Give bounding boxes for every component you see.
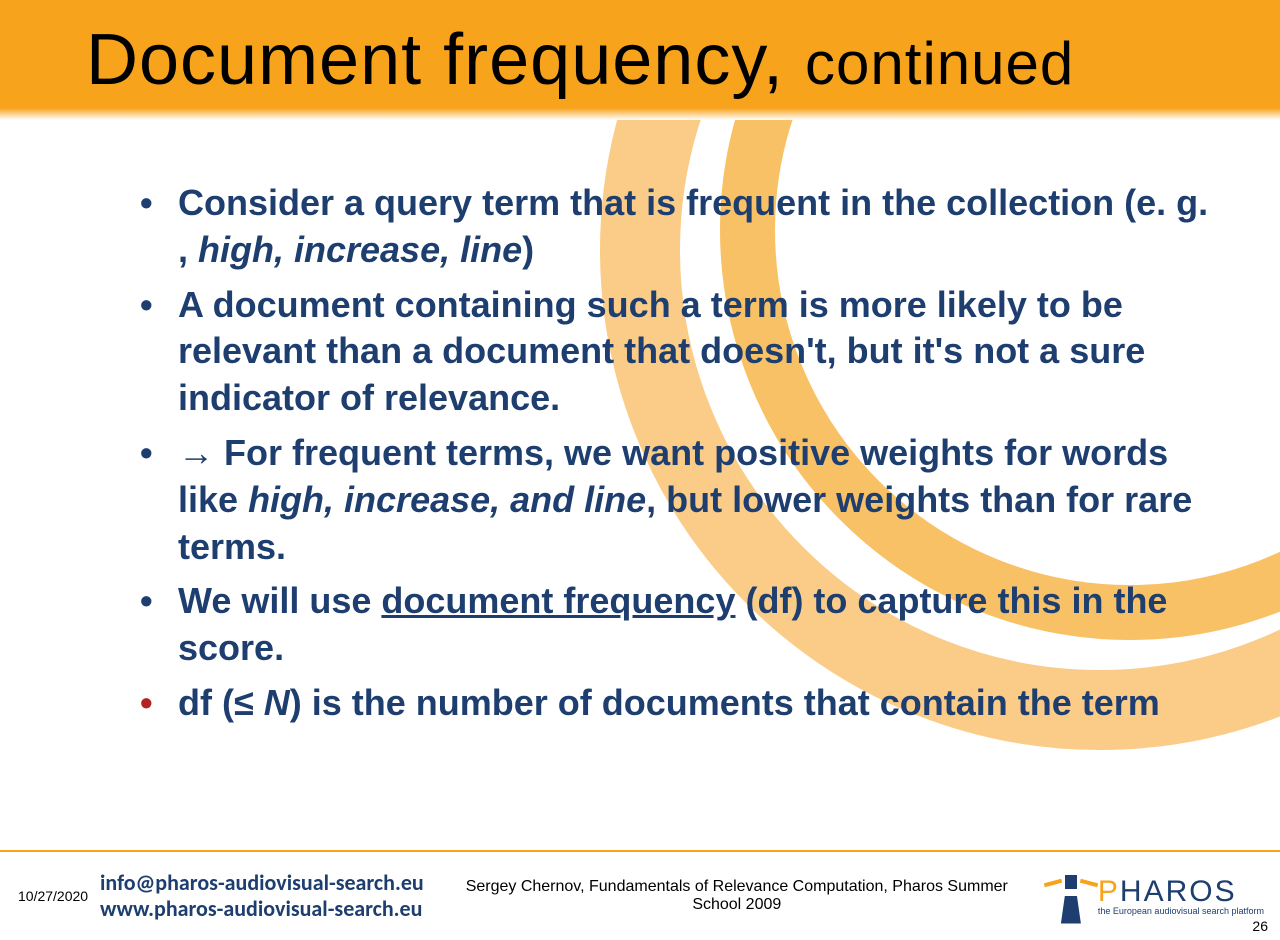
- bullet-item: → For frequent terms, we want positive w…: [140, 430, 1220, 570]
- bullet-item: Consider a query term that is frequent i…: [140, 180, 1220, 274]
- bullet-item: df (≤ N) is the number of documents that…: [140, 680, 1220, 727]
- bullet-text: high, increase, and line: [248, 479, 646, 520]
- footer-web: www.pharos-audiovisual-search.eu: [100, 896, 424, 922]
- footer-email: info@pharos-audiovisual-search.eu: [100, 870, 424, 896]
- page-number: 26: [1252, 918, 1268, 934]
- footer-bar: 10/27/2020 info@pharos-audiovisual-searc…: [0, 850, 1280, 940]
- bullet-text: A document containing such a term is mor…: [178, 284, 1145, 419]
- lighthouse-icon: [1050, 869, 1092, 924]
- header-bar: Document frequency, continued: [0, 0, 1280, 120]
- bullet-text: high, increase, line: [198, 229, 522, 270]
- footer-date: 10/27/2020: [0, 888, 100, 904]
- bullet-text: N: [264, 682, 290, 723]
- bullet-text: ) is the number of documents that contai…: [290, 682, 1160, 723]
- slide-title: Document frequency, continued: [86, 19, 1074, 101]
- logo-letter-accent: P: [1098, 875, 1120, 908]
- logo-letters: HAROS: [1120, 875, 1237, 908]
- bullet-text: document frequency: [381, 580, 735, 621]
- bullet-text: df (≤: [178, 682, 264, 723]
- footer-credit: Sergey Chernov, Fundamentals of Relevanc…: [424, 878, 1050, 914]
- content-area: Consider a query term that is frequent i…: [0, 120, 1280, 727]
- footer-logo: PHAROS the European audiovisual search p…: [1050, 869, 1280, 924]
- bullet-text: We will use: [178, 580, 381, 621]
- bullet-list: Consider a query term that is frequent i…: [140, 180, 1220, 727]
- bullet-item: A document containing such a term is mor…: [140, 282, 1220, 422]
- footer-contact: info@pharos-audiovisual-search.eu www.ph…: [100, 870, 424, 923]
- title-main: Document frequency,: [86, 20, 784, 100]
- bullet-item: We will use document frequency (df) to c…: [140, 578, 1220, 672]
- logo-text: PHAROS the European audiovisual search p…: [1098, 877, 1264, 916]
- logo-tagline: the European audiovisual search platform: [1098, 907, 1264, 916]
- title-sub: continued: [805, 30, 1074, 97]
- bullet-text: ): [522, 229, 534, 270]
